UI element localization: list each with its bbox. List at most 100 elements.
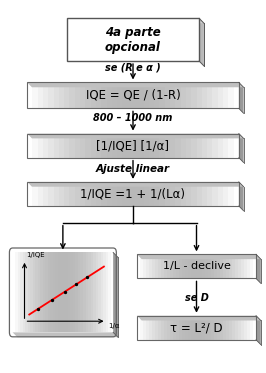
- Bar: [58, 253, 61, 332]
- Bar: [220, 254, 223, 279]
- Bar: [229, 316, 232, 340]
- Bar: [253, 254, 256, 279]
- Bar: [232, 316, 235, 340]
- Bar: [54, 82, 59, 109]
- Bar: [85, 134, 91, 158]
- Bar: [191, 82, 197, 109]
- Bar: [128, 182, 133, 206]
- Bar: [185, 316, 188, 340]
- Bar: [218, 82, 223, 109]
- Bar: [197, 254, 200, 279]
- Bar: [179, 316, 182, 340]
- Bar: [212, 82, 218, 109]
- Bar: [200, 254, 203, 279]
- Bar: [161, 254, 164, 279]
- Bar: [202, 82, 207, 109]
- Bar: [207, 82, 213, 109]
- Bar: [228, 82, 234, 109]
- Bar: [96, 134, 102, 158]
- Bar: [18, 253, 20, 332]
- Bar: [67, 18, 199, 61]
- Bar: [173, 316, 176, 340]
- Bar: [194, 316, 197, 340]
- Bar: [81, 253, 83, 332]
- Bar: [117, 182, 123, 206]
- Bar: [143, 316, 146, 340]
- Bar: [137, 316, 140, 340]
- Bar: [38, 82, 43, 109]
- Polygon shape: [239, 182, 244, 211]
- Bar: [96, 82, 102, 109]
- Bar: [32, 82, 38, 109]
- Bar: [27, 82, 239, 109]
- Bar: [244, 254, 247, 279]
- Bar: [181, 134, 186, 158]
- Bar: [165, 134, 170, 158]
- Bar: [138, 134, 144, 158]
- Bar: [188, 316, 191, 340]
- Bar: [27, 182, 33, 206]
- Bar: [202, 316, 206, 340]
- Bar: [138, 82, 144, 109]
- Bar: [181, 82, 186, 109]
- Bar: [27, 82, 33, 109]
- Bar: [205, 254, 209, 279]
- Bar: [108, 253, 111, 332]
- Text: 1/α: 1/α: [108, 323, 119, 329]
- Bar: [28, 253, 31, 332]
- Bar: [170, 82, 176, 109]
- Bar: [48, 253, 51, 332]
- Bar: [223, 316, 227, 340]
- Bar: [165, 82, 170, 109]
- Bar: [211, 316, 215, 340]
- Bar: [98, 253, 101, 332]
- Bar: [103, 253, 106, 332]
- Bar: [59, 182, 64, 206]
- Bar: [149, 316, 152, 340]
- Bar: [197, 82, 202, 109]
- Bar: [165, 182, 170, 206]
- Bar: [170, 182, 176, 206]
- Bar: [13, 253, 15, 332]
- Bar: [214, 316, 218, 340]
- Bar: [191, 134, 197, 158]
- Bar: [209, 316, 212, 340]
- Bar: [158, 254, 161, 279]
- Bar: [186, 182, 192, 206]
- Bar: [167, 254, 170, 279]
- Bar: [223, 254, 227, 279]
- Text: [1/IQE] [1/α]: [1/IQE] [1/α]: [97, 139, 169, 152]
- Bar: [85, 82, 91, 109]
- Text: 800 – 1000 nm: 800 – 1000 nm: [93, 113, 173, 123]
- Bar: [144, 182, 149, 206]
- Text: IQE = QE / (1-R): IQE = QE / (1-R): [86, 89, 180, 102]
- Bar: [101, 134, 107, 158]
- Text: se D: se D: [185, 293, 209, 303]
- Bar: [155, 254, 158, 279]
- Bar: [247, 316, 250, 340]
- Bar: [75, 134, 80, 158]
- Bar: [154, 182, 160, 206]
- Bar: [27, 182, 239, 206]
- Bar: [15, 253, 18, 332]
- Bar: [223, 182, 228, 206]
- Bar: [73, 253, 76, 332]
- Bar: [207, 182, 213, 206]
- Bar: [107, 82, 112, 109]
- Bar: [164, 254, 167, 279]
- Bar: [59, 82, 64, 109]
- Bar: [20, 253, 23, 332]
- Bar: [25, 253, 28, 332]
- Bar: [211, 254, 215, 279]
- Bar: [78, 253, 81, 332]
- Bar: [54, 134, 59, 158]
- Bar: [194, 254, 197, 279]
- Bar: [149, 134, 155, 158]
- Bar: [64, 82, 70, 109]
- Polygon shape: [67, 18, 204, 23]
- Bar: [133, 82, 139, 109]
- Polygon shape: [239, 134, 244, 163]
- Bar: [68, 253, 71, 332]
- Bar: [228, 182, 234, 206]
- Bar: [170, 254, 173, 279]
